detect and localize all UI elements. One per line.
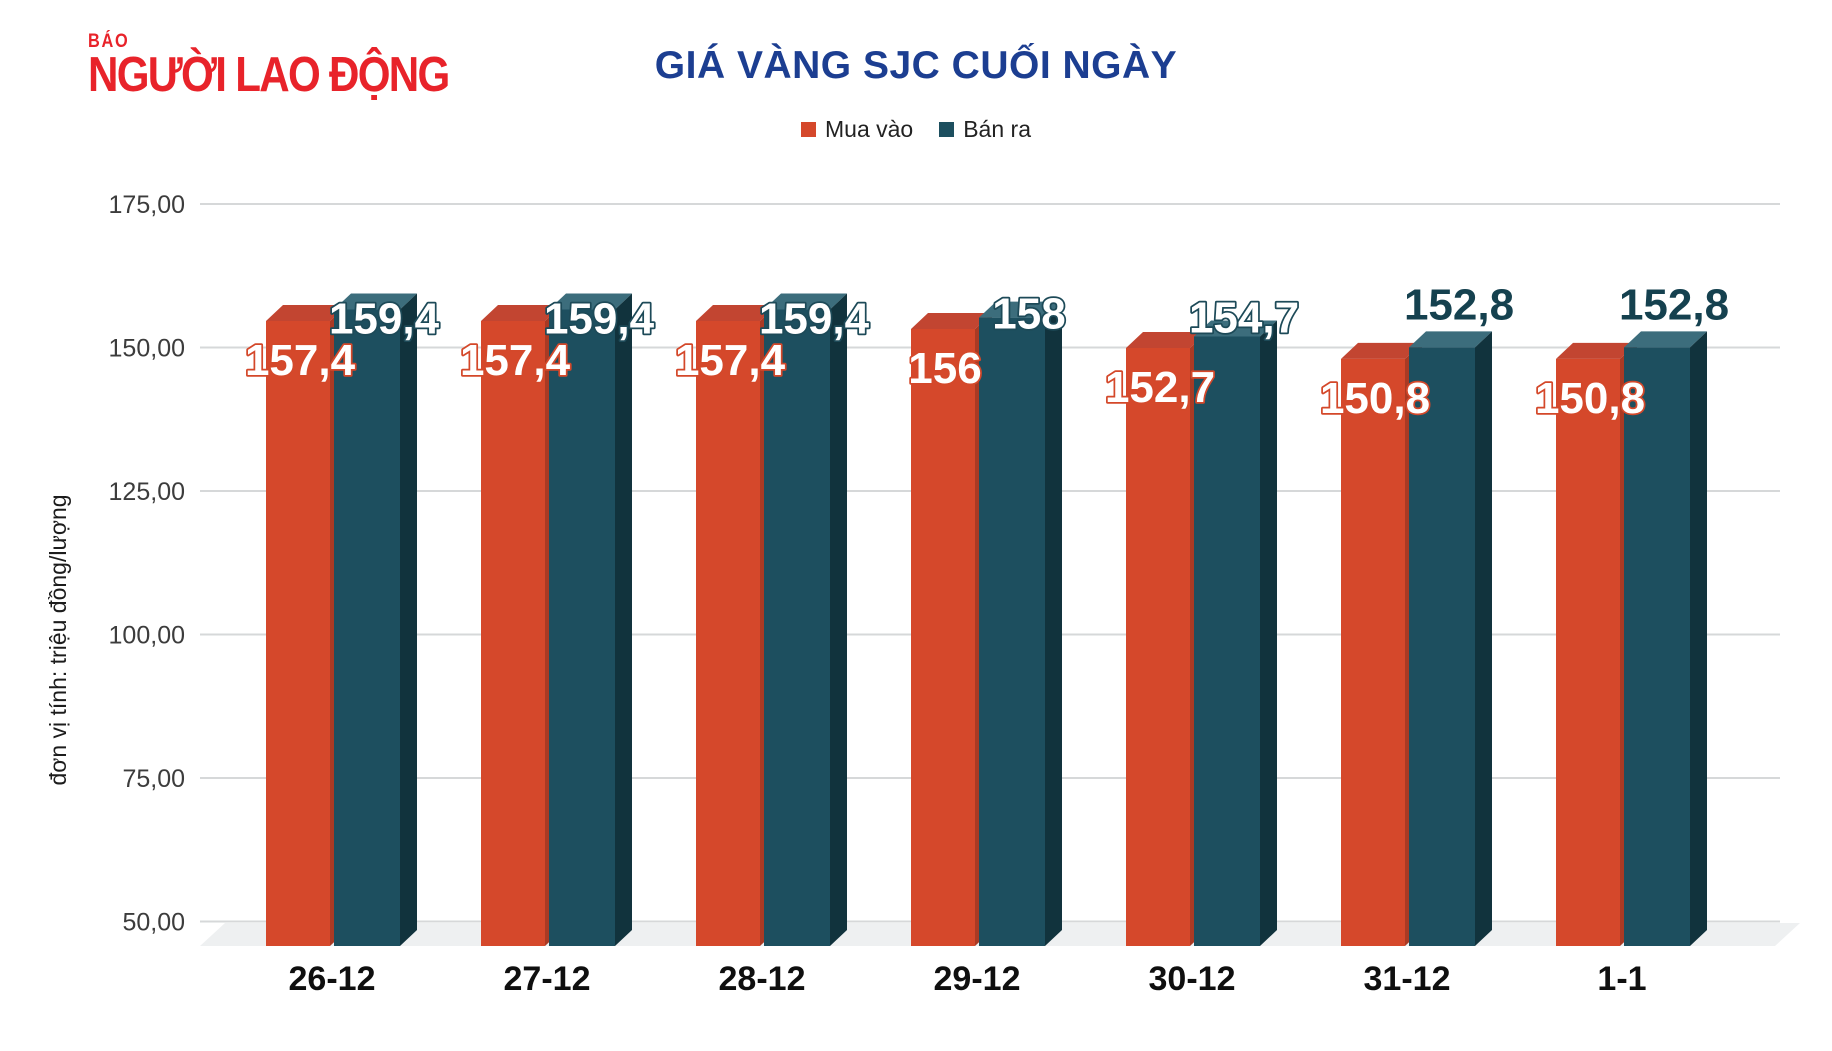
- bar-front-mua-vao: [911, 329, 975, 946]
- bar-top-mua-vao: [481, 305, 562, 322]
- y-tick-label: 125,00: [109, 478, 185, 506]
- value-label-ban-ra: 159,4: [544, 295, 655, 344]
- bar-front-ban-ra: [1624, 347, 1690, 947]
- bar-top-mua-vao: [266, 305, 347, 322]
- bar-side-ban-ra: [400, 293, 417, 946]
- bar-top-mua-vao: [911, 313, 992, 330]
- bar-top-mua-vao: [1341, 342, 1422, 359]
- x-category-label: 28-12: [719, 960, 806, 998]
- bar-top-mua-vao: [696, 305, 777, 322]
- value-label-ban-ra: 152,8: [1619, 280, 1729, 329]
- bar-front-mua-vao: [1556, 358, 1620, 947]
- bar-top-ban-ra: [334, 293, 417, 310]
- legend-item-mua-vao: Mua vào: [801, 116, 913, 143]
- bar-front-ban-ra: [764, 309, 830, 946]
- value-label-mua-vao: 150,8: [1320, 374, 1430, 423]
- value-label-mua-vao: 152,7: [1105, 363, 1215, 412]
- logo-line-nguoi-lao-dong: NGƯỜI LAO ĐỘNG: [88, 48, 450, 102]
- x-category-label: 30-12: [1149, 960, 1236, 998]
- bar-side-ban-ra: [830, 293, 847, 946]
- bar-front-ban-ra: [979, 317, 1045, 947]
- x-category-label: 29-12: [934, 960, 1021, 998]
- legend-label-mua-vao: Mua vào: [825, 116, 914, 142]
- legend-swatch-ban-ra: [939, 122, 955, 137]
- y-tick-label: 100,00: [109, 622, 185, 650]
- bar-side-ban-ra: [615, 293, 632, 946]
- bar-side-ban-ra: [1260, 320, 1277, 947]
- chart-legend: Mua vào Bán ra: [0, 116, 1832, 143]
- bar-front-mua-vao: [481, 321, 545, 946]
- bar-top-ban-ra: [979, 301, 1062, 318]
- value-label-mua-vao: 156: [908, 344, 981, 393]
- newspaper-logo: BÁO NGƯỜI LAO ĐỘNG: [88, 31, 450, 102]
- y-tick-label: 75,00: [122, 765, 185, 793]
- x-category-label: 1-1: [1597, 960, 1646, 998]
- y-tick-label: 175,00: [109, 191, 185, 219]
- bar-front-mua-vao: [1341, 358, 1405, 947]
- x-category-label: 27-12: [504, 960, 591, 998]
- bar-front-ban-ra: [549, 309, 615, 946]
- value-label-ban-ra: 159,4: [759, 295, 870, 344]
- bar-front-ban-ra: [1409, 347, 1475, 947]
- y-tick-label: 150,00: [109, 335, 185, 363]
- bar-front-mua-vao: [1126, 348, 1190, 946]
- bar-top-ban-ra: [549, 293, 632, 310]
- value-label-ban-ra: 158: [992, 290, 1065, 339]
- bar-top-ban-ra: [764, 293, 847, 310]
- bar-top-mua-vao: [1126, 332, 1207, 349]
- bar-side-ban-ra: [1475, 331, 1492, 947]
- bar-top-ban-ra: [1409, 331, 1492, 348]
- legend-label-ban-ra: Bán ra: [963, 116, 1031, 142]
- x-category-label: 26-12: [289, 960, 376, 998]
- bar-top-ban-ra: [1194, 320, 1277, 337]
- bar-front-mua-vao: [696, 321, 760, 946]
- value-label-mua-vao: 150,8: [1535, 374, 1645, 423]
- bar-front-ban-ra: [1194, 336, 1260, 947]
- x-category-label: 31-12: [1364, 960, 1451, 998]
- logo-line-bao: BÁO: [88, 31, 130, 52]
- bar-front-ban-ra: [334, 309, 400, 946]
- y-tick-label: 50,00: [122, 909, 185, 937]
- legend-item-ban-ra: Bán ra: [939, 116, 1031, 143]
- bar-side-ban-ra: [1690, 331, 1707, 947]
- chart-title: GIÁ VÀNG SJC CUỐI NGÀY: [654, 44, 1178, 87]
- bar-top-ban-ra: [1624, 331, 1707, 348]
- y-axis-title: đơn vị tính: triệu đồng/lượng: [45, 494, 71, 785]
- value-label-ban-ra: 154,7: [1189, 294, 1299, 343]
- value-label-ban-ra: 159,4: [329, 295, 440, 344]
- value-label-mua-vao: 157,4: [675, 336, 786, 385]
- value-label-mua-vao: 157,4: [460, 336, 571, 385]
- bar-side-ban-ra: [1045, 301, 1062, 947]
- value-label-mua-vao: 157,4: [245, 336, 356, 385]
- bar-top-mua-vao: [1556, 342, 1637, 359]
- value-label-ban-ra: 152,8: [1404, 280, 1514, 329]
- legend-swatch-mua-vao: [801, 122, 816, 137]
- bar-front-mua-vao: [266, 321, 330, 946]
